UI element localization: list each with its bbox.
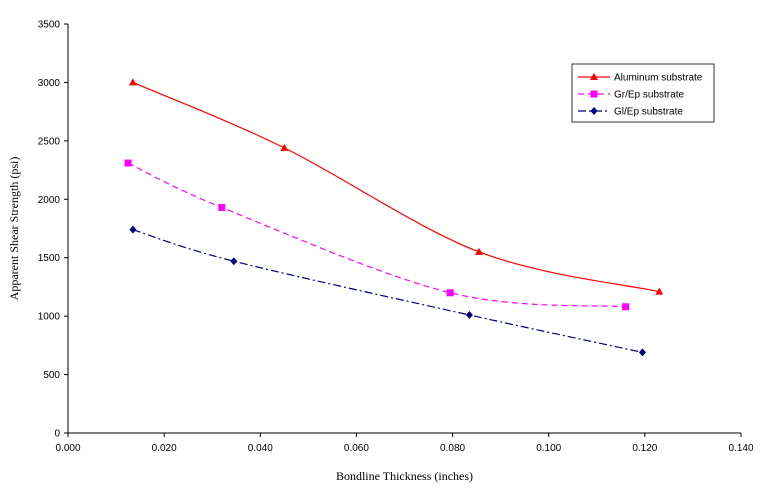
legend-marker bbox=[590, 107, 598, 115]
x-tick-label: 0.020 bbox=[152, 443, 177, 454]
x-tick-label: 0.100 bbox=[536, 443, 561, 454]
x-tick-label: 0.060 bbox=[344, 443, 369, 454]
data-point bbox=[655, 287, 664, 295]
y-tick-label: 500 bbox=[43, 370, 60, 381]
series-0 bbox=[128, 78, 664, 295]
series-line bbox=[127, 162, 626, 308]
plot-area bbox=[124, 78, 664, 357]
data-point bbox=[475, 247, 484, 255]
series-line bbox=[132, 81, 660, 293]
legend: Aluminum substrate Gr/Ep substrate Gl/Ep s… bbox=[571, 63, 715, 123]
x-tick-label: 0.000 bbox=[55, 443, 80, 454]
data-point bbox=[280, 143, 289, 151]
y-tick-label: 1500 bbox=[38, 253, 61, 264]
legend-item: Gr/Ep substrate bbox=[578, 90, 684, 101]
x-tick-label: 0.040 bbox=[248, 443, 273, 454]
y-tick-label: 3000 bbox=[38, 78, 61, 89]
x-tick-label: 0.140 bbox=[728, 443, 753, 454]
legend-label: Gl/Ep substrate bbox=[614, 107, 683, 118]
x-axis-title: Bondline Thickness (inches) bbox=[336, 469, 473, 483]
legend-marker bbox=[590, 73, 598, 80]
y-tick-label: 2000 bbox=[38, 195, 61, 206]
data-point bbox=[124, 159, 132, 167]
legend-label: Gr/Ep substrate bbox=[614, 90, 684, 101]
legend-item: Aluminum substrate bbox=[578, 73, 703, 84]
series-1 bbox=[124, 159, 630, 311]
data-point bbox=[128, 78, 137, 86]
series-2 bbox=[129, 225, 646, 357]
axes bbox=[64, 23, 742, 437]
data-point bbox=[230, 257, 238, 266]
legend-item: Gl/Ep substrate bbox=[578, 107, 683, 118]
data-point bbox=[465, 310, 473, 319]
data-point bbox=[622, 303, 630, 311]
tick-labels: 0.000 0.020 0.040 0.060 0.080 0.100 0.120 0.140… bbox=[38, 20, 754, 455]
legend-marker bbox=[590, 90, 598, 98]
x-tick-label: 0.120 bbox=[632, 443, 657, 454]
data-point bbox=[129, 225, 137, 234]
y-tick-label: 2500 bbox=[38, 136, 61, 147]
y-axis-title: Apparent Shear Strength (psi) bbox=[7, 157, 21, 301]
x-tick-label: 0.080 bbox=[440, 443, 465, 454]
y-tick-label: 0 bbox=[54, 429, 60, 440]
data-point bbox=[218, 203, 226, 211]
legend-label: Aluminum substrate bbox=[614, 73, 703, 84]
series-line bbox=[132, 229, 643, 353]
y-tick-label: 1000 bbox=[38, 312, 61, 323]
data-point bbox=[638, 348, 646, 357]
y-tick-label: 3500 bbox=[38, 20, 61, 31]
data-point bbox=[446, 289, 454, 297]
